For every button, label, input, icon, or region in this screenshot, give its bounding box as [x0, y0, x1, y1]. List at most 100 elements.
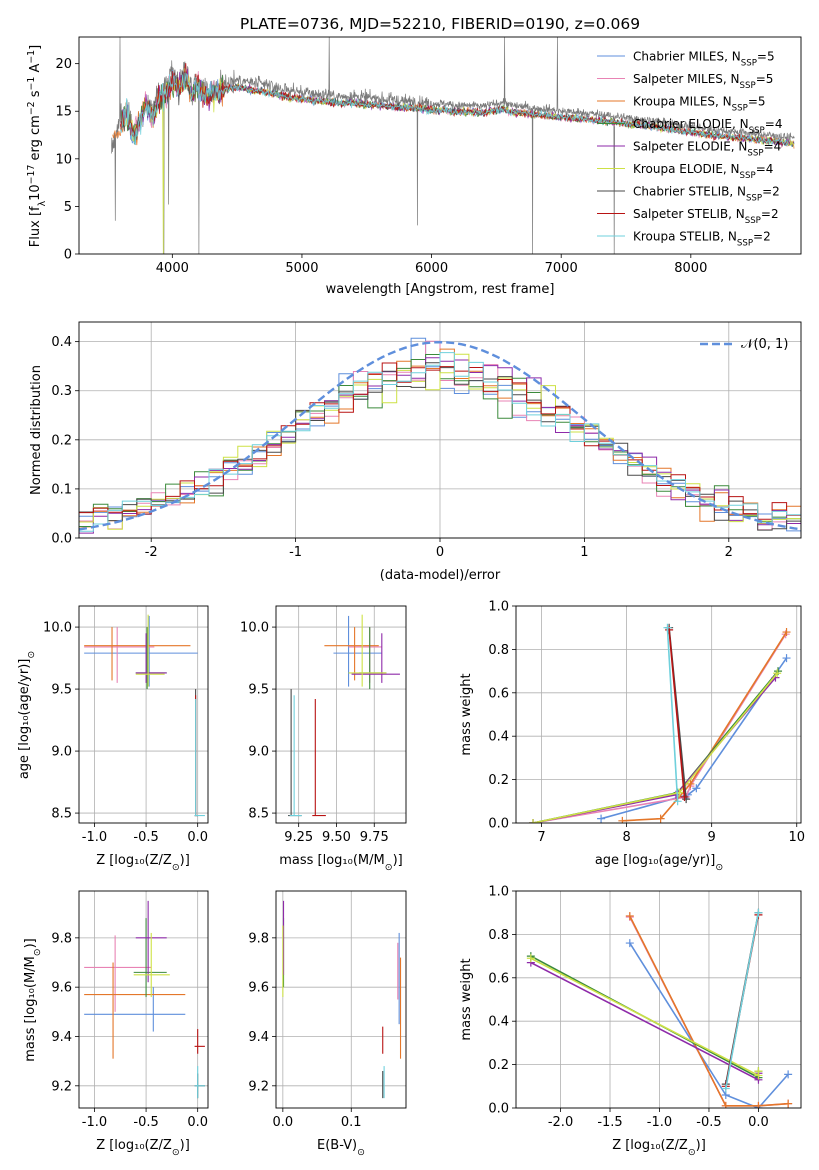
- weight-marker: [656, 814, 665, 823]
- massweight_vs_Z-plot: [526, 908, 793, 1108]
- age_vs_Z-plot: [84, 614, 205, 817]
- age_vs_Z-ytick-label: 10.0: [43, 621, 72, 636]
- normal-legend-label: 𝒩(0, 1): [741, 337, 788, 352]
- legend-label: Kroupa ELODIE, NSSP=4: [633, 162, 773, 181]
- age_vs_Z-frame-group: -1.0 -0.5 0.0 8.5 9.0 9.5 10.0 Z [log₁₀(Z/Z⊙)] a…: [17, 605, 209, 873]
- massweight_vs_age-frame-group: 7 8 9 10 0.0 0.2 0.4 0.6 0.8 1.0 age [log₁₀(age/yr…: [459, 600, 805, 873]
- age_vs_Z-ylabel: age [log₁₀(age/yr)]⊙: [17, 651, 37, 779]
- mass_vs_Z-ytick-label: 9.4: [51, 1030, 72, 1045]
- spectrum-xtick-label: 6000: [415, 261, 448, 276]
- massweight_vs_age-ytick-label: 0.6: [488, 686, 509, 701]
- weight-marker: [782, 654, 791, 663]
- massweight_vs_Z-frame-group: -2.0 -1.5 -1.0 -0.5 0.0 0.0 0.2 0.4 0.6 0.8 1.0 Z […: [459, 885, 802, 1158]
- model-spectrum-kroupa-stelib: [120, 72, 789, 146]
- weight-line: [666, 627, 679, 802]
- mass_vs_ebv-ytick-label: 9.6: [248, 981, 269, 996]
- residuals-ytick-label: 0.1: [51, 482, 72, 497]
- age_vs_Z-panel: -1.0 -0.5 0.0 8.5 9.0 9.5 10.0 Z [log₁₀(Z/Z⊙)] a…: [17, 605, 209, 873]
- massweight_vs_Z-ytick-label: 0.2: [488, 1058, 509, 1073]
- massweight_vs_age-ytick-label: 0.0: [488, 817, 509, 832]
- mass_vs_ebv-frame: [275, 890, 407, 1109]
- legend-label: Chabrier ELODIE, NSSP=4: [633, 117, 782, 136]
- residuals-xtick-label: 2: [725, 545, 733, 560]
- age_vs_Z-xtick-label: 0.0: [187, 830, 208, 845]
- weight-marker: [692, 784, 701, 793]
- age_vs_Z-ytick-label: 9.5: [51, 683, 72, 698]
- massweight_vs_age-panel: 7 8 9 10 0.0 0.2 0.4 0.6 0.8 1.0 age [log₁₀(age/yr…: [459, 600, 805, 873]
- age_vs_Z-ytick-label: 9.0: [51, 745, 72, 760]
- weight-marker: [618, 816, 627, 823]
- histogram-kroupa-stelib: [79, 352, 801, 532]
- residuals-ytick-label: 0.0: [51, 532, 72, 547]
- age_vs_mass-frame-group: 9.25 9.50 9.75 8.5 9.0 9.5 10.0 mass [log₁₀(M/M…: [240, 605, 407, 873]
- figure-title: PLATE=0736, MJD=52210, FIBERID=0190, z=0…: [240, 15, 640, 33]
- mass_vs_ebv-xtick-label: 0.0: [272, 1115, 293, 1130]
- spectrum-ytick-label: 10: [55, 152, 72, 167]
- normal-distribution-curve: [79, 340, 801, 531]
- massweight_vs_age-ytick-label: 0.2: [488, 773, 509, 788]
- weight-marker: [625, 911, 634, 920]
- massweight_vs_age-xlabel: age [log₁₀(age/yr)]⊙: [595, 853, 723, 873]
- massweight_vs_Z-ytick-label: 1.0: [488, 885, 509, 900]
- spectrum-ytick-label: 15: [55, 105, 72, 120]
- mass_vs_ebv-panel: 0.0 0.1 9.2 9.4 9.6 9.8 E(B-V)⊙: [248, 890, 407, 1158]
- age_vs_mass-xtick-label: 9.25: [284, 830, 313, 845]
- model-spectrum-salpeter-stelib: [120, 63, 789, 146]
- mass_vs_ebv-ytick-label: 9.8: [248, 931, 269, 946]
- weight-marker: [754, 1067, 763, 1076]
- residuals-panel: -2 -1 0 1 2 0.0 0.1 0.2 0.3 0.4 𝒩(0, 1) (data-model…: [29, 321, 802, 583]
- massweight_vs_age-ytick-label: 0.4: [488, 730, 509, 745]
- spectrum-frame-group: 4000 5000 6000 7000 8000 0 5 10 15 20 wavelength […: [26, 36, 802, 297]
- weight-line: [532, 633, 787, 823]
- massweight_vs_Z-xtick-label: 0.0: [748, 1115, 769, 1130]
- massweight_vs_Z-xlabel: Z [log₁₀(Z/Z⊙)]: [612, 1138, 706, 1158]
- residuals-xtick-label: -2: [145, 545, 158, 560]
- residuals-ytick-label: 0.2: [51, 433, 72, 448]
- residuals-xtick-label: 1: [580, 545, 588, 560]
- spectrum-xtick-label: 4000: [156, 261, 189, 276]
- spectrum-panel: 4000 5000 6000 7000 8000 0 5 10 15 20 wavelength […: [26, 36, 802, 297]
- weight-line: [600, 657, 788, 820]
- weight-marker: [721, 1084, 730, 1093]
- residuals-frame: [78, 321, 802, 539]
- massweight_vs_age-ytick-label: 1.0: [488, 600, 509, 615]
- weight-line: [725, 912, 760, 1089]
- massweight_vs_Z-ylabel: mass weight: [459, 958, 474, 1040]
- mass_vs_Z-xtick-label: -1.0: [82, 1115, 107, 1130]
- massweight_vs_Z-ytick-label: 0.0: [488, 1102, 509, 1117]
- massweight_vs_age-ylabel: mass weight: [459, 673, 474, 755]
- mass_vs_Z-xtick-label: -0.5: [133, 1115, 158, 1130]
- residuals-ytick-label: 0.4: [51, 335, 72, 350]
- massweight_vs_age-xtick-label: 9: [708, 830, 716, 845]
- massweight_vs_age-xtick-label: 7: [537, 830, 545, 845]
- legend-label: Salpeter ELODIE, NSSP=4: [633, 140, 781, 159]
- age_vs_mass-panel: 9.25 9.50 9.75 8.5 9.0 9.5 10.0 mass [log₁₀(M/M…: [240, 605, 407, 873]
- mass_vs_ebv-xtick-label: 0.1: [341, 1115, 362, 1130]
- mass_vs_Z-xtick-label: 0.0: [187, 1115, 208, 1130]
- age_vs_mass-ytick-label: 8.5: [248, 807, 269, 822]
- legend-label: Salpeter STELIB, NSSP=2: [633, 207, 779, 226]
- mass_vs_Z-ytick-label: 9.8: [51, 931, 72, 946]
- mass_vs_Z-ylabel: mass [log₁₀(M/M⊙)]: [23, 938, 43, 1062]
- mass_vs_ebv-ytick-label: 9.2: [248, 1079, 269, 1094]
- massweight_vs_Z-xtick-label: -1.5: [597, 1115, 622, 1130]
- age_vs_mass-ytick-label: 9.0: [248, 745, 269, 760]
- age_vs_mass-frame: [275, 605, 407, 824]
- legend-label: Kroupa STELIB, NSSP=2: [633, 230, 771, 249]
- weight-marker: [754, 1101, 763, 1108]
- legend-label: Chabrier STELIB, NSSP=2: [633, 185, 780, 204]
- mass_vs_Z-panel: -1.0 -0.5 0.0 9.2 9.4 9.6 9.8 Z [log₁₀(Z/Z⊙)] ma…: [23, 890, 209, 1158]
- age_vs_mass-ytick-label: 9.5: [248, 683, 269, 698]
- mass_vs_Z-frame-group: -1.0 -0.5 0.0 9.2 9.4 9.6 9.8 Z [log₁₀(Z/Z⊙)] ma…: [23, 890, 209, 1158]
- weight-marker: [784, 1070, 793, 1079]
- age_vs_mass-xlabel: mass [log₁₀(M/M⊙)]: [279, 853, 403, 873]
- residuals-ylabel: Normed distribution: [29, 365, 44, 495]
- residuals-xlabel: (data-model)/error: [380, 568, 501, 583]
- spectrum-ytick-label: 20: [55, 57, 72, 72]
- residuals-xtick-label: 0: [436, 545, 444, 560]
- residuals-frame-group: -2 -1 0 1 2 0.0 0.1 0.2 0.3 0.4 𝒩(0, 1) (data-model…: [29, 321, 802, 583]
- age_vs_mass-plot: [288, 614, 400, 817]
- legend-label: Chabrier MILES, NSSP=5: [633, 50, 775, 69]
- residuals-plot: [79, 337, 801, 534]
